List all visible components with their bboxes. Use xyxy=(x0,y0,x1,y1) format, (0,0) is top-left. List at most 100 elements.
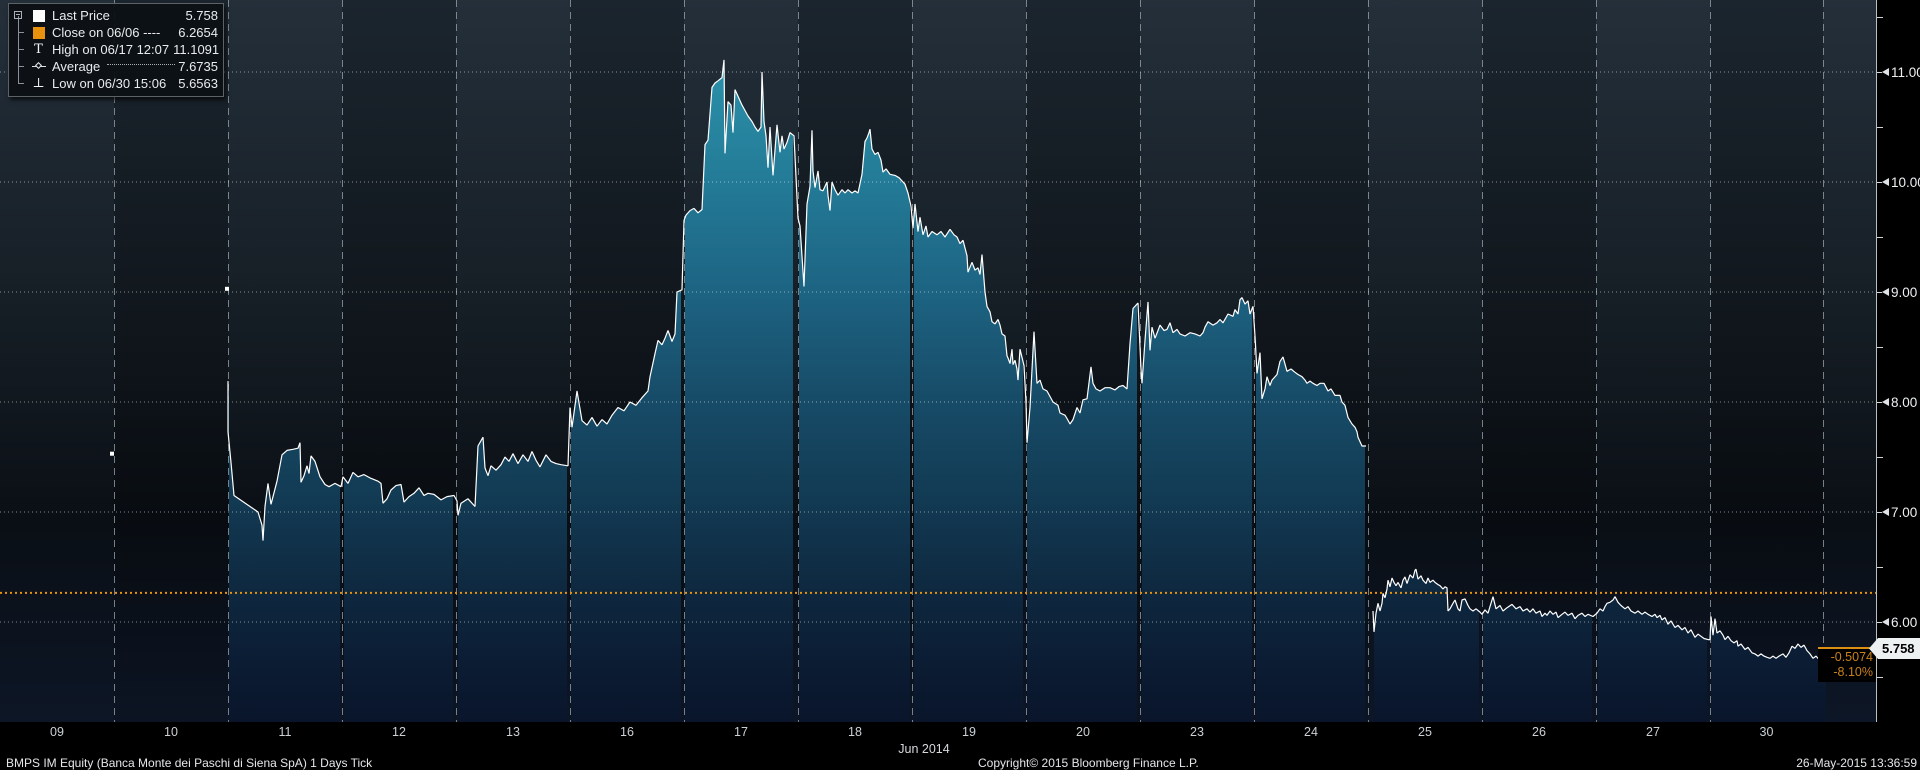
x-axis-label-20: 20 xyxy=(1076,725,1090,739)
last-price-value: 5.758 xyxy=(1882,641,1915,656)
legend-label: Low on 06/30 15:06 xyxy=(52,76,167,91)
price-area-fill xyxy=(571,289,681,722)
y-axis-minor-tick xyxy=(1877,457,1883,458)
y-axis-tick xyxy=(1877,621,1882,623)
y-axis-label-10.00: 10.00 xyxy=(1877,173,1920,191)
legend-label: Close on 06/06 ---- xyxy=(52,25,161,40)
legend-value: 5.6563 xyxy=(178,76,218,91)
price-y-axis: 11.00 10.00 9.00 8.00 7.00 6.00 xyxy=(1876,0,1920,722)
low-tee-icon: ⊥ xyxy=(32,76,45,91)
square-white-icon xyxy=(31,9,46,22)
legend-row-square-orange[interactable]: Close on 06/06 ---- 6.2654 xyxy=(11,24,218,41)
high-tee-icon: T xyxy=(34,42,43,57)
y-axis-label-9.00: 9.00 xyxy=(1877,283,1917,301)
y-axis-minor-tick xyxy=(1877,127,1883,128)
x-axis-label-23: 23 xyxy=(1190,725,1204,739)
legend-row-high-tee[interactable]: T High on 06/17 12:07 11.1091 xyxy=(11,41,220,58)
price-line xyxy=(227,59,1366,541)
x-axis-label-27: 27 xyxy=(1646,725,1660,739)
price-area-fill xyxy=(1374,569,1479,722)
legend-value: 11.1091 xyxy=(173,42,220,57)
y-axis-tick xyxy=(1877,401,1882,403)
y-axis-minor-tick xyxy=(1877,347,1883,348)
price-arrow-icon xyxy=(1882,398,1889,406)
x-axis-label-11: 11 xyxy=(278,725,292,739)
legend-dotted-leader xyxy=(107,64,176,65)
y-axis-minor-tick xyxy=(1877,567,1883,568)
legend-value: 5.758 xyxy=(185,8,218,23)
price-chart-svg[interactable] xyxy=(0,0,1876,722)
isolated-tick-dot xyxy=(225,286,229,291)
last-price-tag: 5.758 xyxy=(1869,638,1920,659)
price-area-fill xyxy=(1711,616,1826,722)
day-band xyxy=(0,0,114,722)
legend-row-square-white[interactable]: Last Price 5.758 xyxy=(11,7,218,24)
copyright-text: Copyright© 2015 Bloomberg Finance L.P. xyxy=(978,756,1199,770)
price-area-fill xyxy=(1027,303,1137,722)
price-arrow-icon xyxy=(1882,178,1889,186)
legend-label: Average xyxy=(52,59,101,74)
y-axis-tick xyxy=(1877,71,1882,73)
y-axis-label-11.00: 11.00 xyxy=(1877,63,1920,81)
y-axis-label-7.00: 7.00 xyxy=(1877,503,1917,521)
y-axis-label-8.00: 8.00 xyxy=(1877,393,1917,411)
price-arrow-icon xyxy=(1882,288,1889,296)
day-band xyxy=(1823,0,1876,722)
price-area-fill xyxy=(1256,336,1365,722)
status-bar: BMPS IM Equity (Banca Monte dei Paschi d… xyxy=(0,754,1920,770)
y-axis-tick xyxy=(1877,181,1882,183)
legend-label: Last Price xyxy=(52,8,110,23)
price-area-fill xyxy=(458,437,567,722)
price-area-fill xyxy=(1483,596,1592,722)
x-axis-label-18: 18 xyxy=(848,725,862,739)
square-orange-icon xyxy=(31,26,46,39)
net-change-value: -0.5074 xyxy=(1830,650,1873,664)
y-axis-tick xyxy=(1877,291,1882,293)
price-line xyxy=(1372,568,1828,660)
x-axis-label-17: 17 xyxy=(734,725,748,739)
average-line-icon xyxy=(31,60,46,73)
price-area-fill xyxy=(799,129,910,722)
chart-legend[interactable]: Last Price 5.758 Close on 06/06 ---- 6.2654… xyxy=(8,3,224,97)
pct-change-value: -8.10% xyxy=(1833,665,1873,679)
price-chart-plot[interactable]: Last Price 5.758 Close on 06/06 ---- 6.2654… xyxy=(0,0,1876,722)
x-axis-label-10: 10 xyxy=(164,725,178,739)
day-band xyxy=(1710,0,1823,722)
timestamp-text: 26-May-2015 13:36:59 xyxy=(1796,756,1917,770)
price-area-fill xyxy=(1142,297,1252,722)
x-axis-label-19: 19 xyxy=(962,725,976,739)
x-axis-label-16: 16 xyxy=(620,725,634,739)
y-axis-minor-tick xyxy=(1877,17,1883,18)
legend-row-low-tee[interactable]: ⊥ Low on 06/30 15:06 5.6563 xyxy=(11,75,218,92)
price-area-fill xyxy=(344,472,453,722)
security-description: BMPS IM Equity (Banca Monte dei Paschi d… xyxy=(6,756,373,770)
y-axis-minor-tick xyxy=(1877,237,1883,238)
x-axis-label-13: 13 xyxy=(506,725,520,739)
x-axis-label-12: 12 xyxy=(392,725,406,739)
legend-expander-icon[interactable] xyxy=(14,11,22,19)
price-arrow-icon xyxy=(1882,68,1889,76)
x-axis-label-24: 24 xyxy=(1304,725,1318,739)
isolated-tick-dot xyxy=(110,451,114,456)
day-band xyxy=(114,0,228,722)
legend-value: 6.2654 xyxy=(178,25,218,40)
y-axis-tick xyxy=(1877,511,1882,513)
price-area-fill xyxy=(228,381,340,722)
x-axis-month-label: Jun 2014 xyxy=(898,742,950,756)
legend-rows: Last Price 5.758 Close on 06/06 ---- 6.2654… xyxy=(11,7,220,92)
y-axis-minor-tick xyxy=(1877,677,1883,678)
y-axis-label-6.00: 6.00 xyxy=(1877,613,1917,631)
legend-value: 7.6735 xyxy=(178,59,218,74)
x-axis-label-30: 30 xyxy=(1759,725,1774,739)
price-arrow-icon xyxy=(1882,618,1889,626)
x-axis-label-09: 09 xyxy=(50,725,64,739)
price-area-fill xyxy=(685,59,793,722)
day-band xyxy=(1482,0,1596,722)
x-axis-label-26: 26 xyxy=(1532,725,1546,739)
price-change-box: -0.5074 -8.10% xyxy=(1818,647,1876,682)
legend-row-average-line[interactable]: Average 7.6735 xyxy=(11,58,218,75)
legend-label: High on 06/17 12:07 xyxy=(52,42,170,57)
price-arrow-icon xyxy=(1882,508,1889,516)
x-axis-label-25: 25 xyxy=(1418,725,1432,739)
